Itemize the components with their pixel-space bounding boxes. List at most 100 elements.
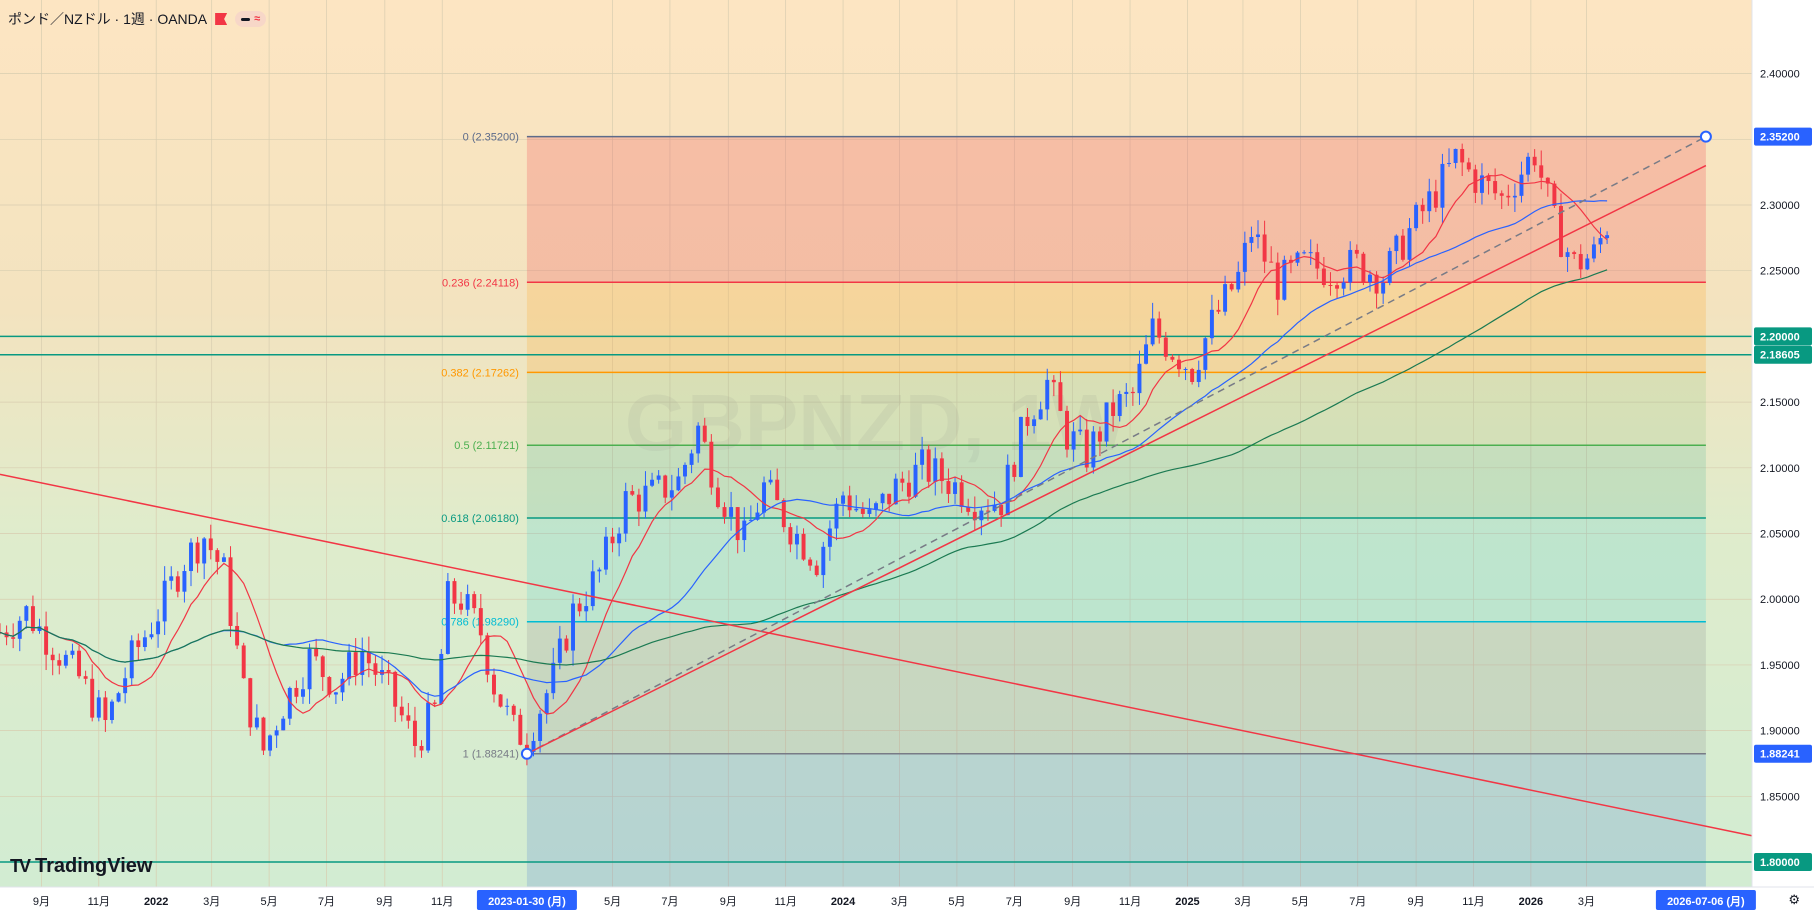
- candle-body: [1572, 252, 1577, 255]
- price-axis-tick-label: 2.00000: [1760, 594, 1800, 606]
- gear-icon[interactable]: ⚙: [1788, 892, 1800, 907]
- time-cursor-label: 2026-07-06 (月): [1667, 895, 1745, 908]
- time-axis-tick-label: 2025: [1175, 896, 1199, 908]
- fib-level-label: 1 (1.88241): [463, 749, 519, 761]
- candle-body: [933, 458, 938, 482]
- price-label-text: 2.20000: [1760, 331, 1800, 343]
- candle-body: [597, 569, 602, 572]
- candle-body: [729, 507, 734, 517]
- candle-body: [584, 606, 589, 612]
- time-axis-tick-label: 9月: [1064, 896, 1081, 908]
- candle-body: [175, 576, 180, 592]
- candle-body: [1453, 148, 1458, 163]
- candle-body: [314, 648, 319, 657]
- candle-body: [50, 654, 55, 661]
- moving-average-line: [0, 173, 1608, 715]
- time-axis-tick-label: 11月: [431, 896, 453, 908]
- candle-body: [1183, 368, 1188, 370]
- candle-body: [1262, 234, 1267, 262]
- candle-body: [913, 464, 918, 497]
- candle-body: [116, 693, 121, 702]
- candle-body: [505, 705, 510, 707]
- candle-body: [1163, 337, 1168, 357]
- candle-body: [1269, 261, 1274, 263]
- candle-body: [1433, 191, 1438, 208]
- symbol-watermark: GBPNZD, 1W: [625, 378, 1128, 467]
- time-axis-tick-label: 7月: [1006, 896, 1023, 908]
- candle-body: [63, 654, 68, 666]
- candle-body: [1460, 148, 1465, 163]
- brand-logo[interactable]: TV TradingView: [10, 855, 152, 878]
- candle-body: [939, 458, 944, 482]
- time-axis-tick-label: 11月: [1462, 896, 1484, 908]
- candle-body: [1275, 262, 1280, 300]
- flag-icon[interactable]: [215, 13, 228, 25]
- candle-body: [1427, 191, 1432, 212]
- time-axis-tick-label: 5月: [261, 896, 278, 908]
- candle-body: [531, 740, 536, 752]
- price-axis-tick-label: 2.30000: [1760, 200, 1800, 212]
- candle-body: [1578, 254, 1583, 270]
- candle-body: [1302, 252, 1307, 254]
- fib-anchor-handle: [1699, 130, 1712, 143]
- candle-body: [83, 676, 88, 679]
- candle-body: [656, 475, 661, 480]
- candle-body: [1124, 391, 1129, 395]
- candle-body: [228, 557, 233, 626]
- candle-body: [788, 527, 793, 545]
- candle-body: [893, 478, 898, 505]
- candle-body: [1400, 235, 1405, 260]
- fib-zone: [526, 282, 1706, 373]
- candle-body: [801, 533, 806, 560]
- candle-body: [248, 678, 253, 728]
- time-axis-tick-label: 2022: [144, 896, 168, 908]
- trend-line: [0, 473, 1753, 837]
- candle-body: [366, 651, 371, 664]
- candle-body: [1071, 431, 1076, 450]
- candle-body: [360, 651, 365, 675]
- candle-body: [1348, 249, 1353, 283]
- candle-body: [1032, 419, 1037, 427]
- candle-body: [261, 717, 266, 751]
- candle-body: [90, 678, 95, 718]
- candle-body: [1288, 259, 1293, 263]
- candle-body: [1420, 204, 1425, 212]
- price-label-text: 1.88241: [1760, 749, 1800, 761]
- candle-body: [478, 608, 483, 636]
- price-axis-tick-label: 2.15000: [1760, 397, 1800, 409]
- candle-body: [1559, 205, 1563, 257]
- price-label-badge: [1754, 127, 1812, 146]
- candle-body: [1585, 258, 1590, 270]
- candle-body: [887, 493, 892, 505]
- time-axis-tick-label: 5月: [1292, 896, 1309, 908]
- candle-body: [274, 730, 279, 736]
- candle-body: [1190, 368, 1195, 382]
- candle-body: [571, 603, 575, 651]
- candle-body: [834, 503, 839, 529]
- candle-body: [1512, 195, 1517, 198]
- time-axis-tick-label: 5月: [604, 896, 621, 908]
- candle-body: [1565, 252, 1570, 257]
- candle-body: [636, 494, 641, 512]
- candle-body: [874, 503, 878, 510]
- price-label-badge: [1754, 744, 1812, 763]
- price-axis-tick-label: 2.05000: [1760, 529, 1800, 541]
- candle-body: [1361, 253, 1366, 283]
- time-axis-tick-label: 7月: [1349, 896, 1366, 908]
- candle-body: [900, 478, 905, 483]
- candle-body: [149, 634, 154, 638]
- candle-body: [320, 656, 325, 678]
- symbol-title[interactable]: ポンド／NZドル · 1週 · OANDA: [8, 11, 208, 27]
- candle-body: [814, 565, 819, 576]
- candle-body: [169, 576, 174, 581]
- candle-body: [57, 660, 62, 666]
- chart-header: ポンド／NZドル · 1週 · OANDA ≈: [8, 9, 267, 29]
- candle-body: [1216, 309, 1221, 312]
- candle-body: [432, 702, 437, 704]
- candle-body: [617, 533, 622, 544]
- candle-body: [11, 637, 16, 639]
- brand-name: TradingView: [35, 855, 153, 877]
- indicator-toggle-button[interactable]: ≈: [235, 11, 267, 27]
- candle-body: [340, 678, 345, 693]
